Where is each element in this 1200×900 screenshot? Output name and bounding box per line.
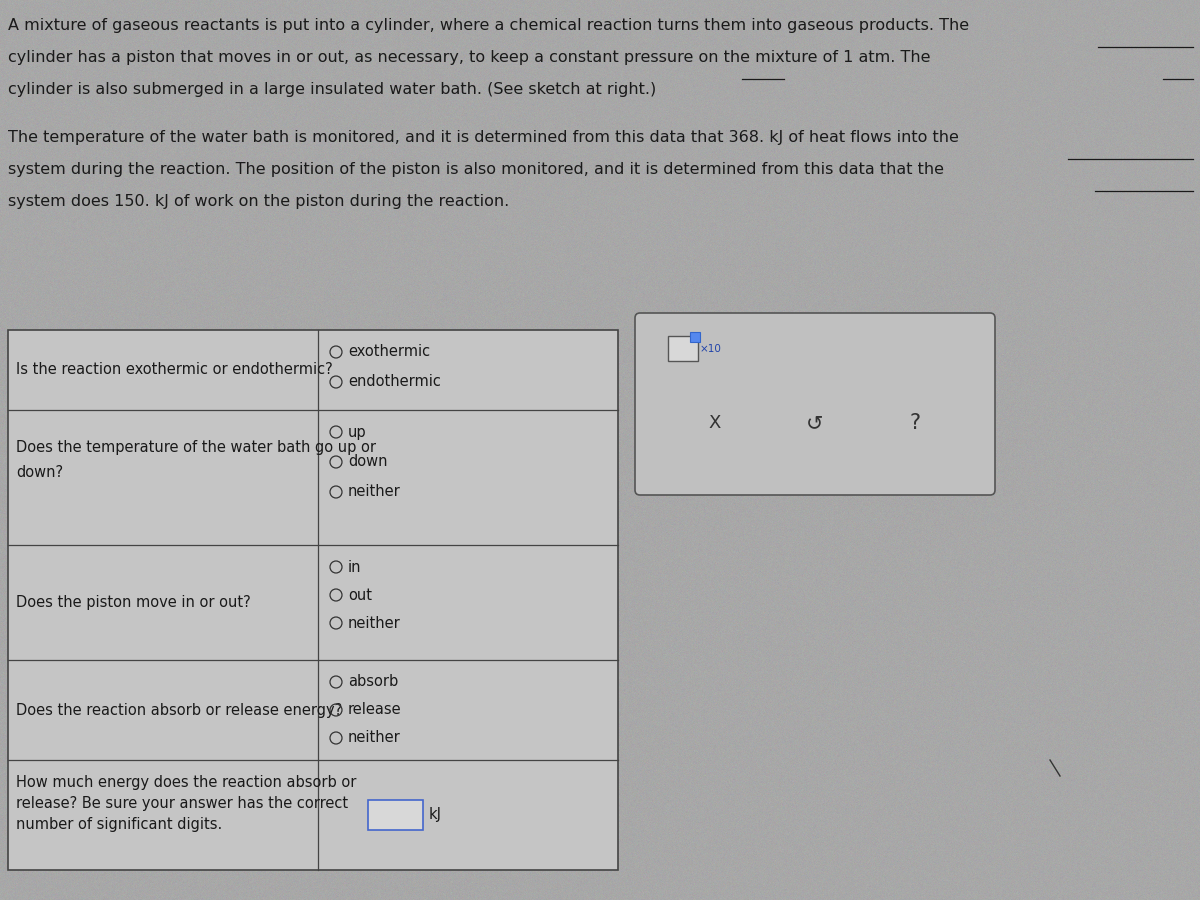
Text: absorb: absorb [348,674,398,689]
Text: system does 150. kJ of work on the piston during the reaction.: system does 150. kJ of work on the pisto… [8,194,509,209]
Text: A mixture of gaseous reactants is put into a cylinder, where a chemical reaction: A mixture of gaseous reactants is put in… [8,18,970,33]
Text: cylinder has a piston that moves in or out, as necessary, to keep a constant pre: cylinder has a piston that moves in or o… [8,50,930,65]
Text: Does the reaction absorb or release energy?: Does the reaction absorb or release ener… [16,703,342,717]
Text: ?: ? [910,413,920,433]
Text: neither: neither [348,616,401,631]
Text: neither: neither [348,484,401,500]
Text: up: up [348,425,367,439]
Text: release: release [348,703,402,717]
Text: neither: neither [348,731,401,745]
Text: system during the reaction. The position of the piston is also monitored, and it: system during the reaction. The position… [8,162,944,177]
Bar [690,332,700,342]
Text: exothermic: exothermic [348,345,430,359]
Text: ↺: ↺ [806,413,823,433]
FancyBboxPatch shape [635,313,995,495]
Text: in: in [348,560,361,574]
Text: Does the temperature of the water bath go up or: Does the temperature of the water bath g… [16,440,376,455]
Text: cylinder is also submerged in a large insulated water bath. (See sketch at right: cylinder is also submerged in a large in… [8,82,656,97]
Text: out: out [348,588,372,602]
Text: down?: down? [16,465,64,480]
Text: kJ: kJ [430,807,442,823]
Text: endothermic: endothermic [348,374,440,390]
Bar [8,330,618,870]
Text: How much energy does the reaction absorb or
release? Be sure your answer has the: How much energy does the reaction absorb… [16,775,356,832]
Text: down: down [348,454,388,470]
Text: Is the reaction exothermic or endothermic?: Is the reaction exothermic or endothermi… [16,363,332,377]
Text: The temperature of the water bath is monitored, and it is determined from this d: The temperature of the water bath is mon… [8,130,959,145]
Text: Does the piston move in or out?: Does the piston move in or out? [16,595,251,610]
Bar [368,800,424,830]
Bar [668,336,698,361]
Text: ×10: ×10 [700,344,722,354]
Text: X: X [709,414,721,432]
